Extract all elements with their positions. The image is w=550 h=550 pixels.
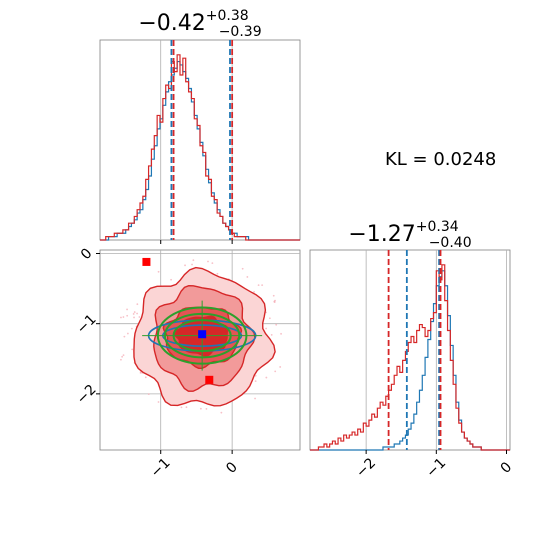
scatter-point <box>254 374 257 377</box>
scatter-point <box>216 272 219 275</box>
scatter-point <box>184 264 186 267</box>
x-tick-label: 0 <box>223 459 241 477</box>
scatter-point <box>270 333 273 336</box>
y-tick-label: 0 <box>78 245 96 263</box>
scatter-point <box>139 371 142 374</box>
scatter-point <box>191 263 193 266</box>
histogram-series <box>100 54 300 241</box>
quantile-lines <box>170 40 234 240</box>
scatter-point <box>157 401 160 403</box>
scatter-point <box>131 348 134 351</box>
scatter-point <box>185 406 188 409</box>
scatter-point <box>192 259 195 262</box>
scatter-point <box>123 335 126 338</box>
scatter-point <box>133 316 135 319</box>
histogram-step-1 <box>310 264 510 451</box>
marker-square-1 <box>205 375 214 384</box>
scatter-point <box>121 355 124 358</box>
y-tick-label: −1 <box>74 311 100 337</box>
scatter-point <box>147 393 150 396</box>
scatter-point <box>144 376 147 379</box>
marginal-histogram-param-2: −2 −1 0 −1.27+0.34 −0.40 <box>309 219 515 481</box>
marker-square-2 <box>198 330 207 339</box>
scatter-point <box>199 407 202 410</box>
scatter-point <box>126 314 129 317</box>
quantile-lines <box>387 250 442 450</box>
scatter-point <box>211 262 214 265</box>
marker-square-0 <box>142 257 151 266</box>
scatter-point <box>122 354 125 356</box>
y-tick-label: −2 <box>74 382 100 408</box>
scatter-point <box>254 397 256 400</box>
scatter-point <box>279 366 282 368</box>
histogram-step-0 <box>310 270 510 451</box>
truth-markers <box>142 257 214 384</box>
x-tick-label: 0 <box>498 459 516 477</box>
scatter-point <box>275 323 278 326</box>
scatter-point <box>274 370 277 373</box>
scatter-point <box>273 301 276 304</box>
scatter-point <box>136 312 139 315</box>
x-tick-label: −1 <box>148 455 174 481</box>
scatter-point <box>265 376 268 379</box>
scatter-point <box>261 284 264 287</box>
x-tick-label: −1 <box>423 455 449 481</box>
scatter-point <box>120 316 122 319</box>
scatter-point <box>138 316 141 318</box>
scatter-point <box>126 332 129 335</box>
scatter-point <box>132 313 135 315</box>
scatter-point <box>268 317 271 320</box>
scatter-point <box>280 332 282 335</box>
scatter-point <box>157 270 160 273</box>
scatter-point <box>246 276 249 278</box>
histogram-series <box>310 264 510 451</box>
scatter-point <box>274 299 276 302</box>
histogram-step-1 <box>100 54 300 241</box>
scatter-point <box>205 407 208 410</box>
scatter-point <box>241 267 244 270</box>
x-ticks <box>160 240 233 244</box>
scatter-point <box>220 411 223 414</box>
scatter-point <box>272 294 275 297</box>
scatter-point <box>136 303 139 306</box>
scatter-point <box>257 284 260 286</box>
scatter-point <box>130 327 133 330</box>
kl-annotation: KL = 0.0248 <box>385 149 496 170</box>
scatter-point <box>122 316 125 318</box>
scatter-point <box>253 290 256 293</box>
scatter-point <box>265 327 268 330</box>
scatter-point <box>180 406 183 409</box>
marginal-histogram-param-1: −0.42+0.38 −0.39 <box>99 8 301 244</box>
scatter-point <box>120 358 122 361</box>
scatter-point <box>207 260 209 263</box>
histogram-step-0 <box>100 60 300 241</box>
joint-contour-panel: −1 0 0 −1 −2 <box>74 245 301 481</box>
panel-title: −0.42+0.38 −0.39 <box>138 8 261 40</box>
x-tick-label: −2 <box>353 455 379 481</box>
x-ticks: −2 −1 0 <box>353 450 515 481</box>
scatter-point <box>133 311 136 313</box>
panel-title: −1.27+0.34 −0.40 <box>348 219 471 251</box>
scatter-point <box>170 278 172 281</box>
scatter-point <box>254 380 257 382</box>
scatter-point <box>126 308 128 311</box>
